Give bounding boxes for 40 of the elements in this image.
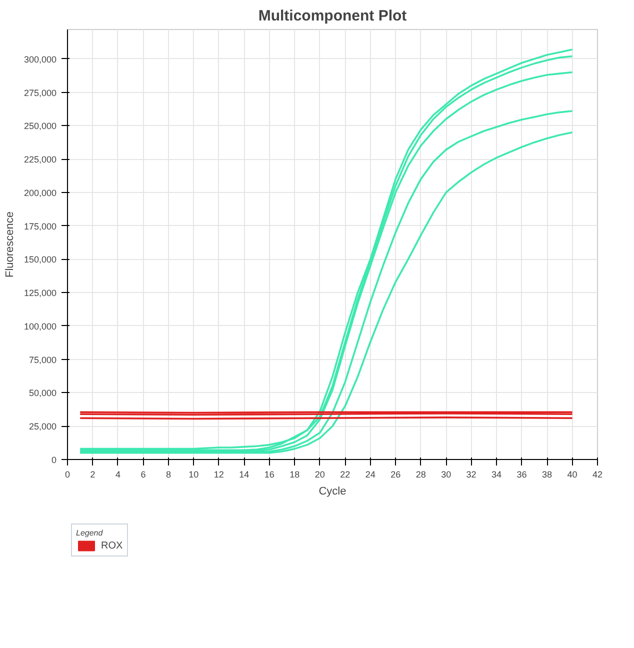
y-tick-label: 250,000 bbox=[24, 121, 57, 132]
x-tick-label: 32 bbox=[466, 470, 476, 480]
x-tick-label: 4 bbox=[115, 470, 120, 480]
y-tick-label: 300,000 bbox=[24, 54, 57, 64]
y-tick-label: 225,000 bbox=[24, 154, 57, 165]
x-tick-label: 18 bbox=[290, 470, 300, 480]
y-tick-label: 200,000 bbox=[24, 188, 57, 198]
y-axis-title: Fluorescence bbox=[4, 211, 16, 278]
x-tick-label: 10 bbox=[188, 470, 199, 480]
y-tick-label: 25,000 bbox=[28, 422, 57, 432]
x-tick-label: 36 bbox=[516, 470, 527, 480]
y-tick-label: 175,000 bbox=[24, 221, 57, 232]
x-tick-label: 26 bbox=[390, 470, 401, 480]
x-tick-label: 14 bbox=[239, 470, 250, 480]
y-tick-label: 50,000 bbox=[28, 388, 57, 398]
y-tick-label: 0 bbox=[51, 455, 57, 465]
y-tick-label: 275,000 bbox=[24, 88, 57, 98]
x-tick-label: 34 bbox=[492, 470, 502, 480]
y-tick-label: 125,000 bbox=[24, 288, 57, 298]
x-tick-label: 42 bbox=[592, 470, 603, 480]
x-tick-label: 16 bbox=[264, 470, 274, 480]
chart-title: Multicomponent Plot bbox=[258, 8, 407, 24]
y-tick-label: 100,000 bbox=[24, 321, 57, 332]
x-axis-title: Cycle bbox=[318, 486, 346, 498]
x-tick-label: 20 bbox=[314, 470, 325, 480]
x-tick-label: 38 bbox=[542, 470, 552, 480]
x-tick-label: 2 bbox=[90, 470, 96, 480]
x-tick-label: 6 bbox=[140, 470, 146, 480]
x-tick-label: 28 bbox=[416, 470, 426, 480]
x-tick-label: 8 bbox=[166, 470, 171, 480]
y-tick-label: 150,000 bbox=[24, 254, 57, 265]
x-tick-label: 24 bbox=[365, 470, 376, 480]
y-tick-label: 75,000 bbox=[28, 354, 57, 365]
x-tick-label: 22 bbox=[340, 470, 350, 480]
x-tick-label: 30 bbox=[441, 470, 452, 480]
x-tick-label: 40 bbox=[567, 470, 578, 480]
legend-title: Legend bbox=[76, 528, 104, 538]
x-tick-label: 12 bbox=[214, 470, 224, 480]
legend-label: ROX bbox=[101, 540, 123, 551]
x-tick-label: 0 bbox=[64, 470, 70, 480]
